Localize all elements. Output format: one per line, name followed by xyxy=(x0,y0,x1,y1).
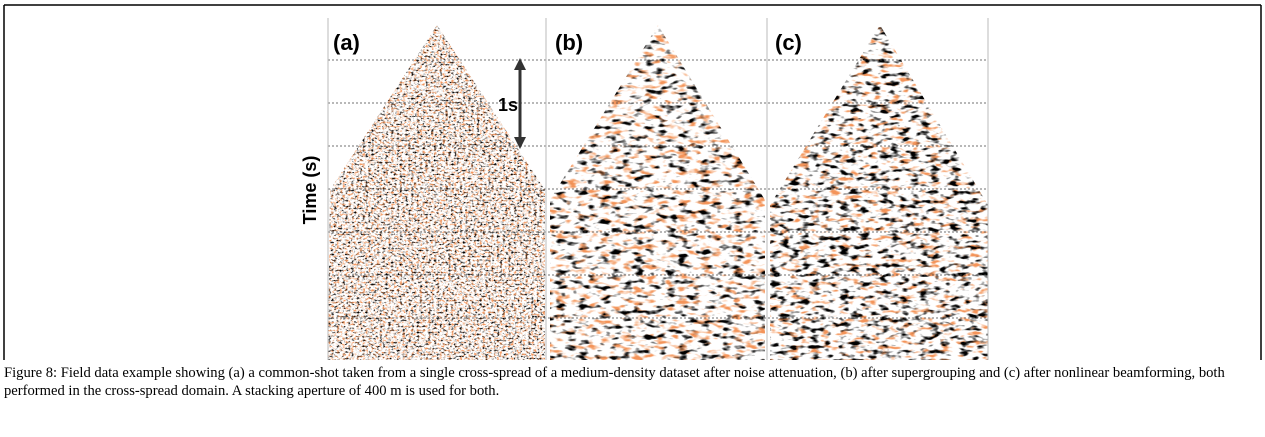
panel-c-image xyxy=(770,25,988,360)
panel-label: (c) xyxy=(775,30,802,55)
time-grid xyxy=(328,59,988,319)
panel-a-image xyxy=(328,25,545,360)
panel-label: (b) xyxy=(555,30,583,55)
scale-label: 1s xyxy=(498,95,518,115)
panel-label: (a) xyxy=(333,30,360,55)
caption: Figure 8: Field data example showing (a)… xyxy=(4,365,1225,399)
panel-b-image xyxy=(550,25,765,360)
axis-label: Time (s) xyxy=(300,156,320,225)
